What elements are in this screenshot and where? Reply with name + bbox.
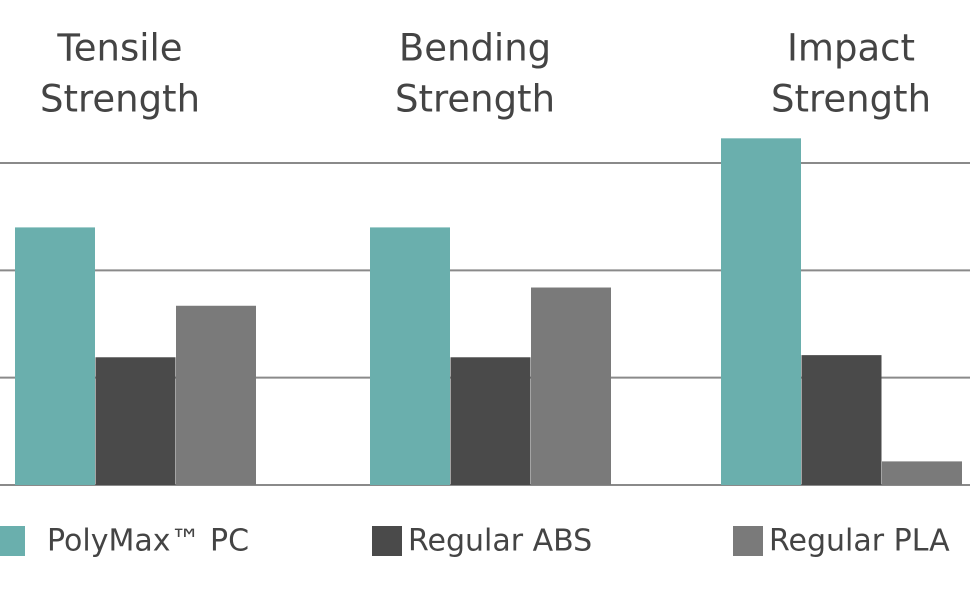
legend-swatch	[733, 526, 763, 556]
legend-swatch	[0, 526, 25, 556]
bar	[176, 305, 256, 485]
category-title: Tensile	[56, 27, 182, 70]
category-title: Strength	[40, 78, 200, 121]
bar	[370, 227, 450, 485]
bar	[95, 357, 176, 485]
category-title: Bending	[399, 27, 551, 70]
bar	[15, 227, 95, 485]
legend-label: Regular ABS	[408, 524, 592, 559]
legend-label: Regular PLA	[769, 524, 950, 559]
bar	[801, 355, 882, 485]
category-title: Strength	[395, 78, 555, 121]
legend-label: PolyMax™ PC	[47, 524, 249, 559]
bar	[450, 357, 531, 485]
bar	[531, 287, 611, 485]
category-title: Strength	[771, 78, 931, 121]
bar	[882, 461, 962, 485]
bar	[721, 138, 801, 485]
legend-swatch	[372, 526, 402, 556]
category-title: Impact	[787, 27, 915, 70]
